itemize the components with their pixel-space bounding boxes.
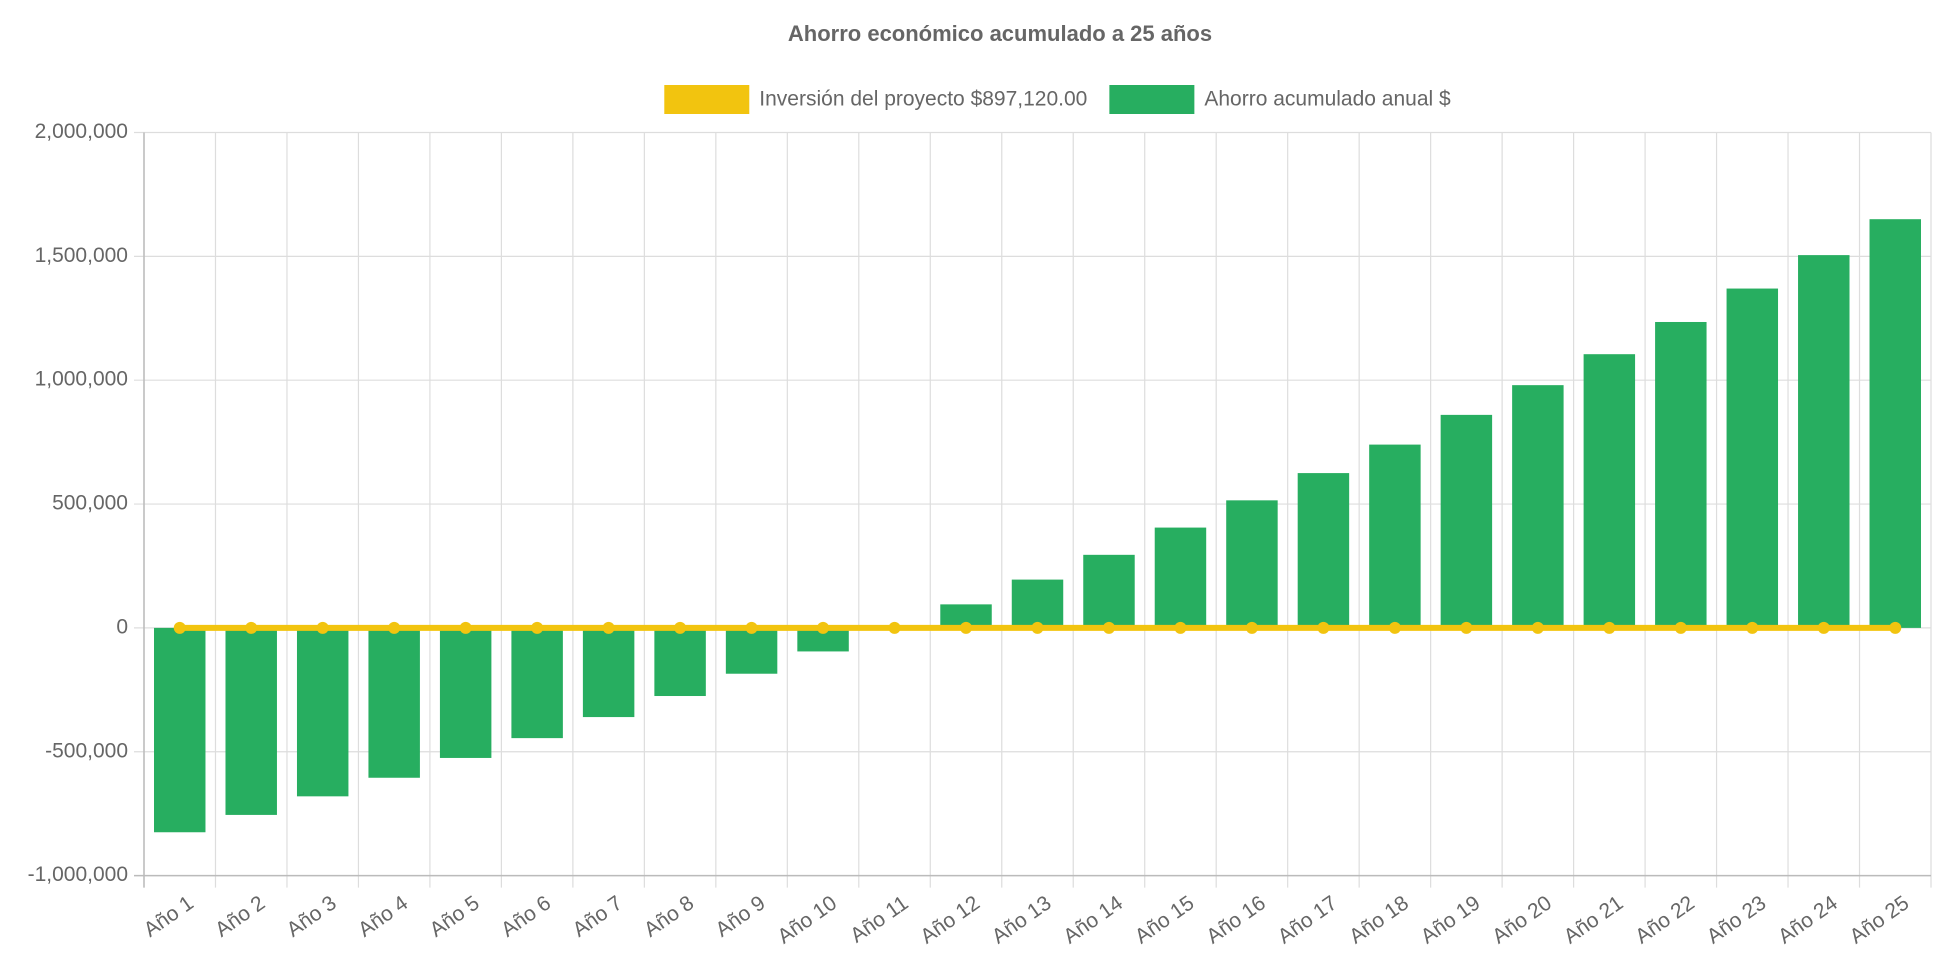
bar	[725, 627, 778, 674]
legend-swatch	[1109, 85, 1195, 114]
bar	[582, 627, 635, 718]
bar	[1655, 321, 1707, 628]
x-tick-label: Año 23	[1703, 891, 1771, 948]
x-tick-label: Año 1	[140, 891, 198, 941]
bar	[368, 627, 420, 778]
x-tick-label: Año 18	[1345, 891, 1413, 948]
bar	[439, 627, 492, 758]
bar	[1011, 579, 1064, 628]
x-tick-label: Año 25	[1846, 891, 1914, 948]
line-point	[388, 621, 401, 634]
line-point	[1603, 621, 1616, 634]
x-tick-label: Año 20	[1488, 891, 1556, 948]
bar	[1440, 414, 1493, 628]
bar	[1297, 473, 1350, 628]
line-point	[459, 621, 472, 634]
bar	[511, 627, 563, 739]
bar	[1726, 288, 1779, 628]
line-point	[1388, 621, 1401, 634]
chart-title: Ahorro económico acumulado a 25 años	[788, 21, 1212, 46]
x-tick-label: Año 6	[497, 891, 555, 941]
x-tick-label: Año 2	[211, 891, 269, 941]
bar	[1512, 385, 1564, 628]
line-point	[817, 621, 830, 634]
line-point	[1102, 621, 1115, 634]
legend-swatch	[664, 85, 750, 114]
line-point	[1317, 621, 1330, 634]
legend-label: Ahorro acumulado anual $	[1204, 88, 1451, 111]
line-point	[173, 621, 186, 634]
line-point	[1531, 621, 1544, 634]
line-point	[960, 621, 973, 634]
y-tick-label: -1,000,000	[28, 863, 128, 886]
line-point	[602, 621, 615, 634]
x-tick-label: Año 22	[1631, 891, 1699, 948]
line-point	[745, 621, 758, 634]
x-tick-label: Año 14	[1059, 891, 1127, 948]
x-tick-label: Año 17	[1274, 891, 1342, 948]
y-tick-label: 0	[116, 615, 128, 638]
line-point	[316, 621, 329, 634]
y-tick-label: 1,000,000	[35, 368, 128, 391]
line-point	[1174, 621, 1187, 634]
grid	[134, 131, 1932, 888]
bar	[1226, 500, 1278, 628]
x-tick-label: Año 11	[846, 891, 912, 947]
x-tick-label: Año 3	[283, 891, 341, 941]
y-tick-label: 2,000,000	[35, 120, 128, 143]
y-tick-label: 1,500,000	[35, 244, 128, 267]
bar	[1083, 554, 1135, 628]
legend: Inversión del proyecto $897,120.00 Ahorro…	[664, 85, 1451, 114]
bar	[225, 627, 277, 815]
y-tick-label: 500,000	[52, 492, 128, 515]
line-point	[1817, 621, 1830, 634]
x-tick-label: Año 12	[916, 891, 984, 948]
legend-label: Inversión del proyecto $897,120.00	[759, 88, 1087, 111]
bar	[797, 627, 849, 652]
x-tick-label: Año 16	[1202, 891, 1270, 948]
line-point	[1674, 621, 1687, 634]
bar	[1869, 219, 1921, 628]
line-point	[531, 621, 544, 634]
line-point	[1460, 621, 1473, 634]
bar	[654, 627, 706, 697]
line-point	[888, 621, 901, 634]
x-tick-label: Año 15	[1131, 891, 1199, 948]
x-tick-label: Año 24	[1774, 891, 1842, 948]
x-tick-label: Año 19	[1417, 891, 1485, 948]
line-point	[674, 621, 687, 634]
x-tick-label: Año 21	[1560, 891, 1628, 948]
line-point	[1889, 621, 1902, 634]
x-tick-label: Año 8	[640, 891, 698, 941]
y-tick-label: -500,000	[45, 739, 128, 762]
bar	[1369, 444, 1421, 628]
x-tick-label: Año 10	[773, 891, 841, 948]
line-point	[1031, 621, 1044, 634]
bar	[154, 627, 206, 833]
x-tick-label: Año 13	[988, 891, 1056, 948]
line-point	[1746, 621, 1759, 634]
bar	[296, 627, 349, 797]
bar	[1154, 527, 1207, 628]
line-point	[1245, 621, 1258, 634]
x-tick-label: Año 7	[569, 891, 627, 941]
line-point	[245, 621, 258, 634]
bar	[940, 604, 992, 628]
x-tick-label: Año 9	[711, 891, 769, 941]
bar	[1798, 255, 1850, 628]
x-tick-label: Año 4	[354, 891, 412, 942]
x-tick-label: Año 5	[426, 891, 484, 941]
bar	[1583, 354, 1636, 628]
